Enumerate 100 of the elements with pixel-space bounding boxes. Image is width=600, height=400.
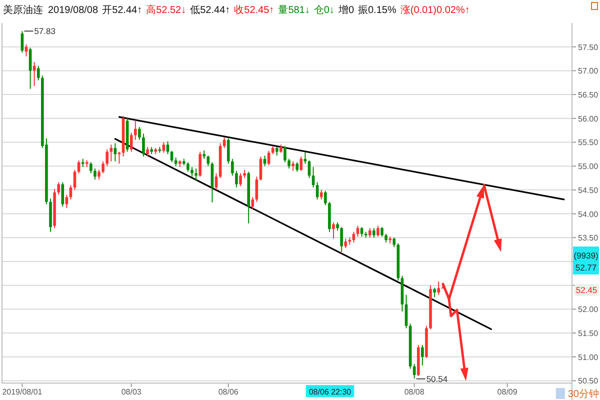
candlestick — [280, 144, 282, 153]
candlestick — [247, 172, 250, 224]
candlestick — [429, 285, 432, 330]
candlestick — [231, 158, 234, 176]
candlestick — [340, 227, 343, 252]
last-price-label: 52.45 — [574, 284, 599, 296]
candlestick — [300, 156, 303, 171]
text: 2019/08/08 — [48, 5, 98, 16]
candlestick — [49, 198, 52, 232]
candlestick — [36, 66, 40, 80]
candlestick — [348, 238, 352, 245]
candlestick — [412, 364, 416, 379]
candlestick — [288, 158, 290, 168]
candlestick — [328, 202, 331, 232]
y-tick-label: 54.50 — [578, 186, 599, 195]
candlestick — [166, 141, 170, 154]
candlestick — [73, 170, 76, 190]
y-tick-label: 54.00 — [578, 210, 599, 219]
candlestick — [296, 162, 299, 172]
candlestick — [380, 227, 384, 237]
y-tick-label: 50.50 — [578, 376, 599, 386]
candlestick — [275, 147, 278, 156]
candlestick — [134, 120, 137, 140]
y-tick-label: 51.50 — [578, 329, 599, 338]
text: 振0.15% — [358, 4, 396, 16]
candlestick — [126, 118, 129, 152]
candlestick — [433, 288, 436, 298]
candlestick — [174, 158, 178, 166]
text: 仓0↓ — [314, 4, 334, 16]
candlestick — [352, 232, 356, 242]
y-tick-label: 53.50 — [578, 234, 599, 243]
candlestick — [182, 158, 186, 166]
candlestick — [320, 190, 323, 200]
candlestick — [267, 150, 270, 166]
text: 量581↓ — [278, 5, 310, 16]
candlestick — [284, 146, 286, 162]
candlestick — [235, 170, 238, 188]
candlestick — [376, 226, 380, 237]
candlestick — [146, 147, 149, 157]
candlestick — [356, 226, 360, 237]
candlestick — [388, 236, 392, 244]
candlestick — [437, 282, 440, 295]
y-tick-label: 56.00 — [578, 114, 599, 124]
candlestick — [138, 126, 141, 140]
annotation: 57.83 — [34, 26, 56, 36]
candlestick — [20, 31, 24, 53]
candlestick — [259, 156, 262, 180]
y-tick-label: 57.00 — [578, 66, 599, 76]
candlestick — [24, 44, 28, 56]
y-tick-label: 51.00 — [578, 352, 599, 362]
candlestick — [255, 176, 258, 202]
candlestick — [214, 173, 218, 190]
x-tick-label: 08/08 — [404, 388, 425, 397]
text: 涨(0.01)0.02%↑ — [400, 4, 470, 16]
candlestick — [110, 144, 113, 162]
y-tick-label: 55.00 — [578, 162, 599, 172]
candlestick — [332, 222, 335, 239]
candlestick — [218, 143, 222, 178]
y-tick-label: 52.00 — [578, 305, 599, 314]
candlestick — [344, 238, 348, 248]
candlestick — [186, 162, 190, 172]
candlestick — [81, 158, 84, 168]
candlestick — [194, 168, 198, 180]
candlestick — [102, 161, 104, 174]
candlestick — [404, 294, 408, 328]
candlestick — [85, 160, 88, 168]
candlestick — [292, 161, 294, 171]
text: 增0 — [337, 4, 354, 16]
candlestick — [158, 147, 162, 153]
candlestick — [69, 185, 72, 200]
candlestick — [53, 188, 56, 228]
candlestick — [392, 238, 396, 248]
x-cursor-label: 08/06 22:30 — [306, 385, 354, 398]
x-tick-label: 08/03 — [121, 388, 142, 397]
candlestick — [372, 228, 376, 238]
candlestick — [150, 147, 153, 154]
candlestick — [57, 182, 60, 195]
candlestick — [400, 276, 404, 312]
candlestick — [416, 344, 420, 376]
candlestick — [251, 197, 254, 210]
candlestick — [226, 138, 230, 164]
x-tick-label: 08/06 — [218, 388, 239, 397]
candlestick — [316, 182, 319, 200]
candlestick — [206, 156, 210, 166]
candlestick — [94, 168, 96, 180]
candlestick — [324, 190, 327, 206]
x-axis-title: 30分钟 — [568, 388, 599, 400]
candlestick — [32, 62, 36, 86]
candlestick — [162, 142, 166, 153]
candlestick — [312, 167, 315, 188]
candlestick — [154, 148, 158, 154]
candlestick — [408, 323, 412, 369]
candlestick — [243, 170, 246, 178]
candlestick — [336, 222, 339, 230]
text: 低52.44↑ — [190, 5, 230, 16]
candlestick — [61, 182, 64, 207]
candlestick — [98, 170, 100, 180]
candlestick — [368, 228, 372, 238]
text: 收52.45↑ — [234, 5, 274, 16]
candlestick — [170, 150, 174, 162]
